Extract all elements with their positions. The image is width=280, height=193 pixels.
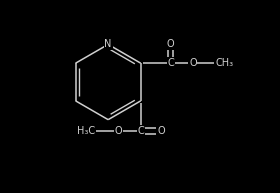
Text: H₃C: H₃C [77,126,95,136]
Text: O: O [115,126,122,136]
Text: N: N [104,39,112,49]
Text: O: O [189,58,197,68]
Text: O: O [167,39,174,49]
Text: CH₃: CH₃ [215,58,233,68]
Text: C: C [137,126,144,136]
Text: C: C [167,58,174,68]
Text: O: O [157,126,165,136]
